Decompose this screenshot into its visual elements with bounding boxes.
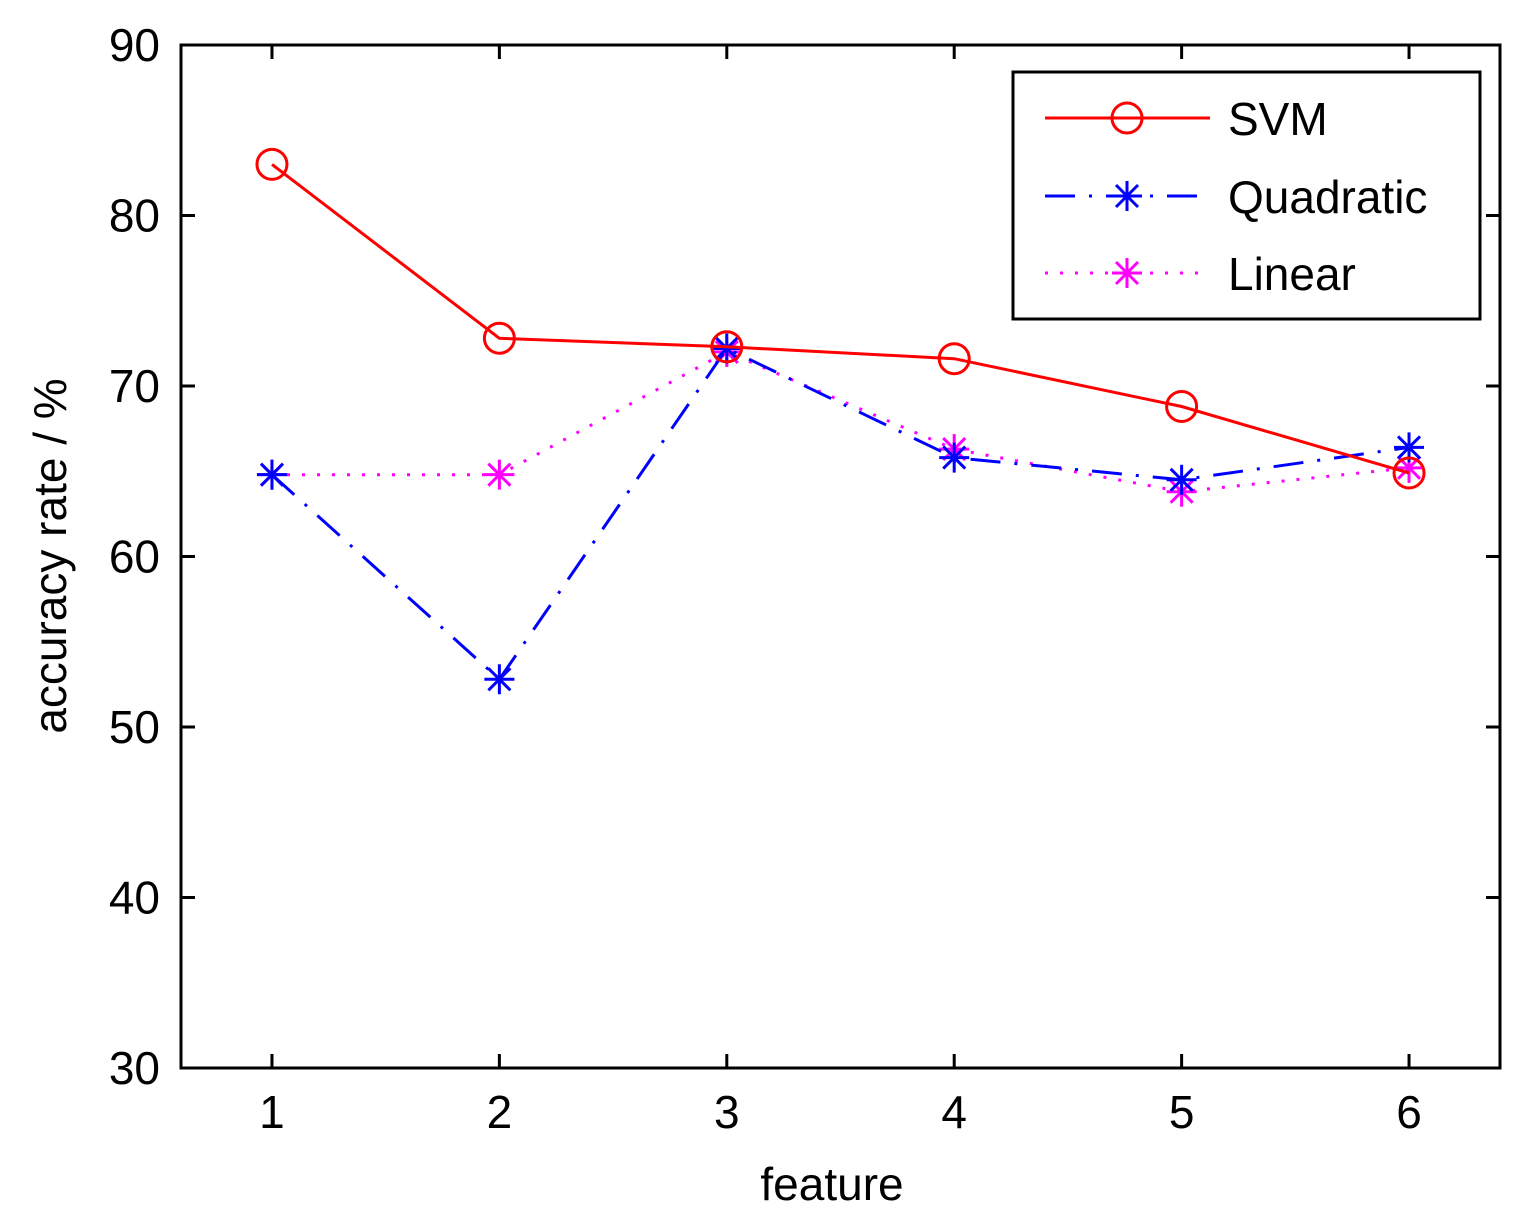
series-layer [255, 147, 1426, 695]
y-tick-label-40: 40 [109, 872, 160, 924]
point-svm-2 [482, 321, 516, 355]
y-tick-label-50: 50 [109, 701, 160, 753]
y-tick-label-30: 30 [109, 1042, 160, 1094]
point-svm-1 [255, 147, 289, 181]
x-axis-title: feature [760, 1158, 903, 1210]
x-tick-label-6: 6 [1396, 1086, 1422, 1138]
point-svm-5 [1165, 389, 1199, 423]
ticks-layer: 1 2 3 4 5 6 30 40 50 60 70 80 90 [109, 19, 1500, 1138]
legend-marker-svm [1110, 101, 1144, 135]
legend-label-svm: SVM [1228, 93, 1328, 145]
point-svm-6 [1392, 456, 1426, 490]
point-quadratic-1 [256, 459, 287, 490]
y-tick-label-90: 90 [109, 19, 160, 71]
legend-marker-linear [1112, 258, 1142, 288]
point-quadratic-2 [484, 664, 515, 695]
point-svm-4 [937, 342, 971, 376]
legend-item-svm: SVM [1045, 93, 1328, 145]
legend-marker-quadratic [1112, 181, 1142, 211]
legend-label-linear: Linear [1228, 248, 1356, 300]
x-tick-label-4: 4 [941, 1086, 967, 1138]
series-line-svm [271, 163, 1410, 475]
x-tick-label-2: 2 [487, 1086, 513, 1138]
point-quadratic-5 [1166, 464, 1197, 495]
legend: SVM Quadratic Linear [1011, 70, 1482, 321]
point-linear-2 [484, 459, 515, 490]
legend-label-quadratic: Quadratic [1228, 171, 1427, 223]
x-tick-label-1: 1 [259, 1086, 285, 1138]
y-tick-label-70: 70 [109, 360, 160, 412]
y-tick-label-80: 80 [109, 190, 160, 242]
series-svm [255, 147, 1426, 490]
y-axis-title: accuracy rate / % [24, 378, 76, 733]
y-tick-label-60: 60 [109, 531, 160, 583]
point-quadratic-4 [939, 442, 970, 473]
legend-item-quadratic: Quadratic [1045, 171, 1427, 223]
series-line-quadratic [270, 347, 1410, 681]
point-svm-3 [710, 330, 744, 364]
x-tick-label-3: 3 [714, 1086, 740, 1138]
legend-item-linear: Linear [1045, 248, 1356, 300]
x-tick-label-5: 5 [1169, 1086, 1195, 1138]
series-quadratic [256, 333, 1425, 695]
